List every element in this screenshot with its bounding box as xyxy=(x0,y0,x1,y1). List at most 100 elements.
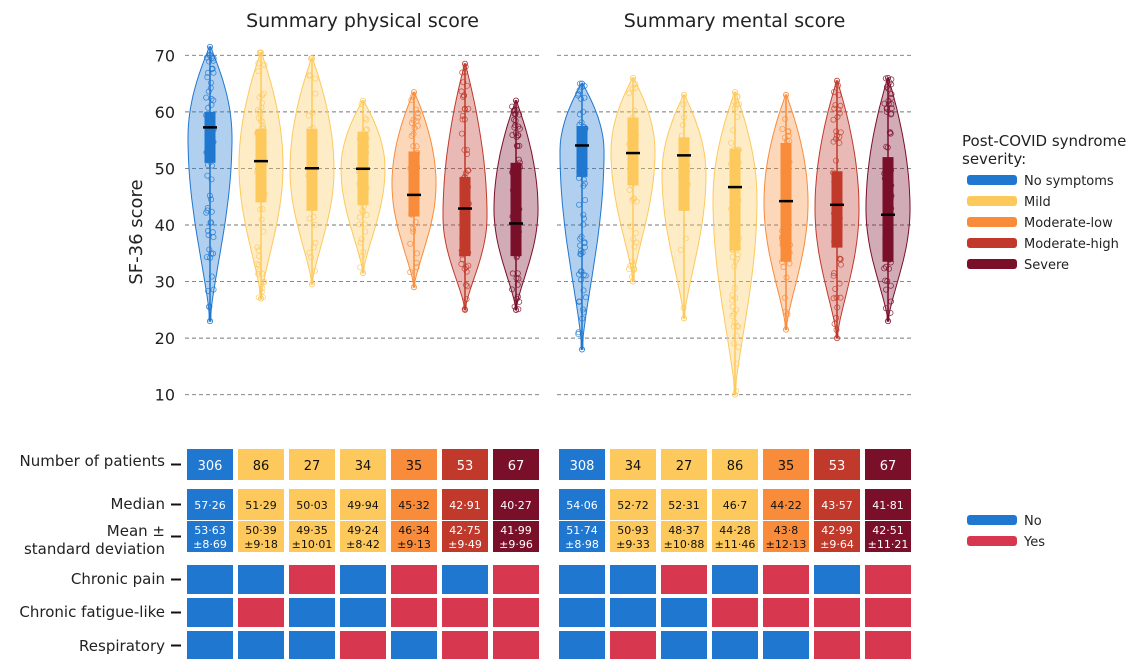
iqr-box xyxy=(408,151,420,217)
legend-label-moderate-low: Moderate-low xyxy=(1024,216,1113,231)
cell-mean-value: 49·35 xyxy=(296,524,328,537)
y-tick-30: 30 xyxy=(155,273,175,292)
data-point xyxy=(679,121,686,128)
cell-n xyxy=(763,449,809,480)
legend-label-moderate-high: Moderate-high xyxy=(1024,237,1119,252)
cell-mean xyxy=(661,521,707,552)
legend-swatch-mild xyxy=(967,196,1017,206)
cell-median-value: 52·72 xyxy=(617,499,649,512)
cell-resp-yes xyxy=(442,631,488,659)
y-tick-70: 70 xyxy=(155,46,175,65)
cell-mean xyxy=(442,521,488,552)
cell-mean-value: 42·75 xyxy=(449,524,481,537)
data-point xyxy=(682,235,689,242)
data-point xyxy=(208,208,215,215)
data-point xyxy=(259,270,266,277)
cell-pain-yes xyxy=(493,565,539,594)
y-tick-50: 50 xyxy=(155,159,175,178)
cell-n xyxy=(610,449,656,480)
data-point xyxy=(781,294,788,301)
legend-title-line1: Post-COVID syndrome xyxy=(962,132,1126,150)
cell-pain-yes xyxy=(865,565,911,594)
cell-median xyxy=(865,489,911,520)
data-point xyxy=(733,360,740,367)
cell-mean-value: 51·74 xyxy=(566,524,598,537)
legend-swatch-no xyxy=(967,515,1017,525)
cell-median xyxy=(442,489,488,520)
data-point xyxy=(633,239,640,246)
cell-median xyxy=(340,489,386,520)
data-point xyxy=(412,218,419,225)
data-point xyxy=(462,282,469,289)
cell-mean-value: 44·28 xyxy=(719,524,751,537)
data-point xyxy=(463,264,470,271)
data-point xyxy=(414,110,421,117)
cell-resp-no xyxy=(712,631,758,659)
data-point xyxy=(580,211,587,218)
data-point xyxy=(259,285,266,292)
legend-label-no-symptoms: No symptoms xyxy=(1024,174,1114,189)
cell-median-value: 45·32 xyxy=(398,499,430,512)
cell-fatigue-yes xyxy=(865,598,911,627)
legend-label-severe: Severe xyxy=(1024,258,1069,273)
cell-median xyxy=(610,489,656,520)
y-axis-label: SF-36 score xyxy=(126,179,147,284)
violin-0-4 xyxy=(391,89,437,291)
cell-pain-no xyxy=(340,565,386,594)
data-point xyxy=(358,253,365,260)
data-point xyxy=(580,287,587,294)
cell-n xyxy=(661,449,707,480)
cell-resp-no xyxy=(559,631,605,659)
data-point xyxy=(580,306,587,313)
cell-pain-no xyxy=(442,565,488,594)
cell-mean-value: 46·34 xyxy=(398,524,430,537)
violin-0-5 xyxy=(442,60,488,313)
cell-median-value: 44·22 xyxy=(770,499,802,512)
data-point xyxy=(516,125,523,132)
legend-swatch-no-symptoms xyxy=(967,175,1017,185)
data-point xyxy=(516,142,523,149)
data-point xyxy=(514,281,521,288)
data-point xyxy=(205,88,212,95)
data-point xyxy=(363,212,370,219)
data-point xyxy=(208,219,215,226)
y-tick-40: 40 xyxy=(155,216,175,235)
cell-median xyxy=(391,489,437,520)
data-point xyxy=(626,186,633,193)
data-point xyxy=(830,116,837,123)
cell-mean-value: 50·93 xyxy=(617,524,649,537)
cell-mean xyxy=(391,521,437,552)
data-point xyxy=(735,101,742,108)
data-point xyxy=(582,272,589,279)
cell-mean xyxy=(340,521,386,552)
data-point xyxy=(733,306,740,313)
cell-median-value: 52·31 xyxy=(668,499,700,512)
data-point xyxy=(733,388,740,395)
cell-median xyxy=(289,489,335,520)
cell-fatigue-yes xyxy=(763,598,809,627)
data-point xyxy=(781,134,788,141)
cell-fatigue-yes xyxy=(238,598,284,627)
cell-n-value: 53 xyxy=(829,459,846,474)
legend-label-yes: Yes xyxy=(1023,535,1045,550)
iqr-box xyxy=(882,157,894,262)
row-label-fatigue: Chronic fatigue-like xyxy=(19,603,165,621)
cell-mean xyxy=(610,521,656,552)
data-point xyxy=(254,244,261,251)
cell-mean-value: 43·8 xyxy=(774,524,799,537)
data-point xyxy=(259,118,266,125)
cell-n-value: 306 xyxy=(198,459,223,474)
cell-pain-no xyxy=(187,565,233,594)
cell-mean xyxy=(814,521,860,552)
data-point xyxy=(631,107,638,114)
cell-median-value: 50·03 xyxy=(296,499,328,512)
data-point xyxy=(410,228,417,235)
data-point xyxy=(207,84,214,91)
data-point xyxy=(256,108,263,115)
data-point xyxy=(782,116,789,123)
violin-1-1 xyxy=(610,74,656,285)
data-point xyxy=(410,225,417,232)
cell-n xyxy=(238,449,284,480)
cell-n xyxy=(442,449,488,480)
cell-median xyxy=(712,489,758,520)
